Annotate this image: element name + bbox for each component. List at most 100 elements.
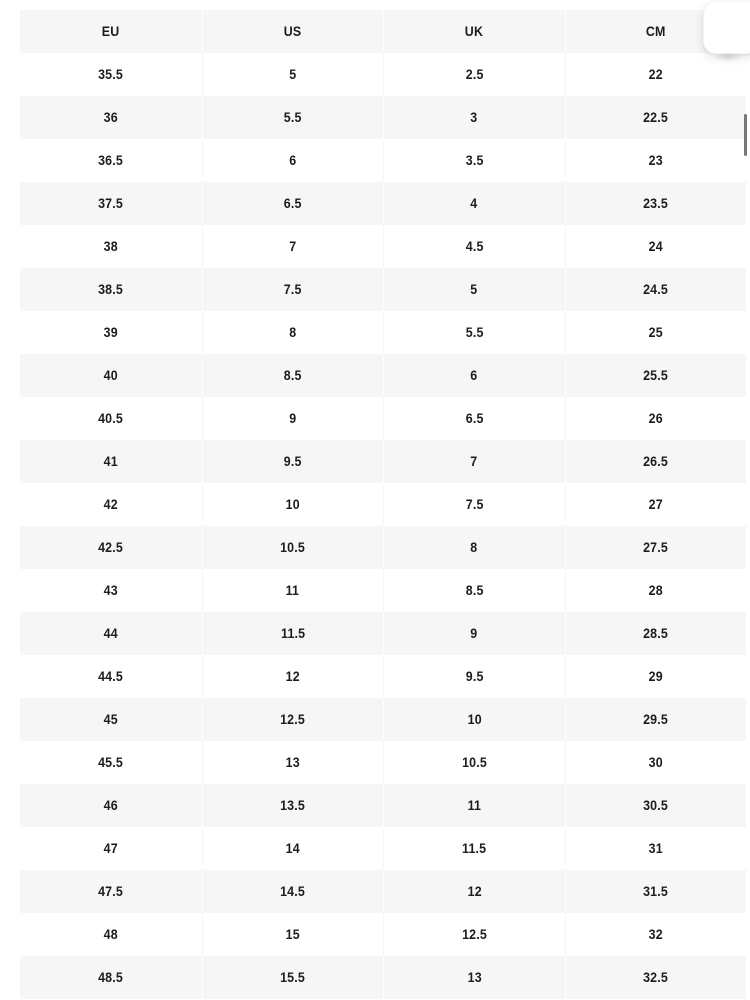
table-row: 36.5 6 3.5 23 [20,139,746,182]
cell-eu-value: 36 [103,110,118,125]
cell-eu-value: 44.5 [98,669,124,684]
cell-cm-value: 28.5 [643,626,669,641]
cell-uk-value: 12 [467,884,482,899]
cell-cm: 25 [565,311,747,354]
table-row: 38.5 7.5 5 24.5 [20,268,746,311]
cell-us: 10 [202,483,384,526]
cell-eu: 44 [20,612,202,655]
cell-uk-value: 5 [470,282,478,297]
cell-uk: 5 [383,268,565,311]
cell-uk: 10.5 [383,741,565,784]
cell-uk: 4.5 [383,225,565,268]
cell-cm: 29 [565,655,747,698]
cell-cm-value: 23 [648,153,663,168]
cell-eu: 45.5 [20,741,202,784]
cell-us-value: 11.5 [280,626,305,641]
cell-eu: 47 [20,827,202,870]
scrollbar-thumb[interactable] [744,114,747,156]
cell-eu: 48.5 [20,956,202,999]
table-row: 43 11 8.5 28 [20,569,746,612]
cell-us: 8 [202,311,384,354]
cell-us: 7.5 [201,268,384,311]
cell-us-value: 10 [285,497,300,512]
cell-us: 14 [202,827,384,870]
table-row: 35.5 5 2.5 22 [20,53,746,96]
cell-cm: 27 [565,483,747,526]
cell-uk-value: 4.5 [465,239,484,254]
cell-eu-value: 38.5 [98,282,124,297]
cell-cm-value: 31 [648,841,663,856]
column-header-eu-label: EU [101,24,120,39]
cell-eu: 46 [20,784,202,827]
cell-us: 11.5 [201,612,384,655]
cell-uk: 5.5 [383,311,565,354]
cell-eu-value: 43 [103,583,118,598]
cell-uk: 12.5 [383,913,565,956]
cell-uk: 4 [383,182,565,225]
table-row: 41 9.5 7 26.5 [20,440,746,483]
cell-eu-value: 47.5 [98,884,124,899]
cell-eu-value: 44 [103,626,118,641]
cell-cm: 24.5 [564,268,747,311]
cell-us-value: 12 [285,669,300,684]
table-row: 44 11.5 9 28.5 [20,612,746,655]
cell-eu: 41 [20,440,202,483]
cell-us-value: 15.5 [280,970,306,985]
cell-eu: 43 [20,569,202,612]
cell-uk: 7.5 [383,483,565,526]
cell-us: 15.5 [201,956,384,999]
cell-us-value: 9.5 [283,454,302,469]
cell-eu-value: 40.5 [98,411,124,426]
cell-cm: 31 [565,827,747,870]
table-row: 44.5 12 9.5 29 [20,655,746,698]
floating-button[interactable] [703,1,750,62]
column-header-uk: UK [383,10,565,53]
cell-eu: 47.5 [20,870,202,913]
cell-us: 9 [202,397,384,440]
cell-us: 12.5 [201,698,384,741]
cell-us: 11 [202,569,384,612]
cell-uk: 3 [383,96,565,139]
table-row: 42 10 7.5 27 [20,483,746,526]
cell-uk: 3.5 [383,139,565,182]
cell-cm-value: 26 [648,411,663,426]
cell-uk-value: 9.5 [465,669,484,684]
cell-us: 7 [202,225,384,268]
cell-eu-value: 45 [103,712,118,727]
cell-eu-value: 39 [103,325,118,340]
cell-cm: 31.5 [564,870,747,913]
cell-eu: 40 [20,354,202,397]
cell-us: 5 [202,53,384,96]
column-header-cm: CM [564,10,747,53]
table-row: 37.5 6.5 4 23.5 [20,182,746,225]
cell-cm: 28 [565,569,747,612]
cell-us-value: 6 [289,153,297,168]
cell-cm-value: 27.5 [643,540,669,555]
cell-uk: 8.5 [383,569,565,612]
cell-cm: 32.5 [564,956,747,999]
cell-cm-value: 29 [648,669,663,684]
cell-uk-value: 11 [467,798,481,813]
cell-eu-value: 41 [103,454,118,469]
table-row: 36 5.5 3 22.5 [20,96,746,139]
cell-cm: 24 [565,225,747,268]
cell-uk-value: 8.5 [465,583,484,598]
cell-us-value: 9 [289,411,297,426]
cell-uk-value: 9 [470,626,478,641]
column-header-us: US [201,10,384,53]
cell-us-value: 13 [285,755,300,770]
cell-eu-value: 45.5 [98,755,124,770]
cell-uk-value: 13 [467,970,482,985]
cell-eu: 36 [20,96,202,139]
cell-uk: 11 [383,784,565,827]
cell-us-value: 7 [289,239,297,254]
cell-uk-value: 7 [470,454,478,469]
cell-eu: 38.5 [20,268,202,311]
cell-eu: 36.5 [20,139,202,182]
cell-cm-value: 28 [648,583,663,598]
cell-cm: 29.5 [564,698,747,741]
cell-us-value: 14.5 [280,884,306,899]
table-row: 46 13.5 11 30.5 [20,784,746,827]
cell-eu: 48 [20,913,202,956]
